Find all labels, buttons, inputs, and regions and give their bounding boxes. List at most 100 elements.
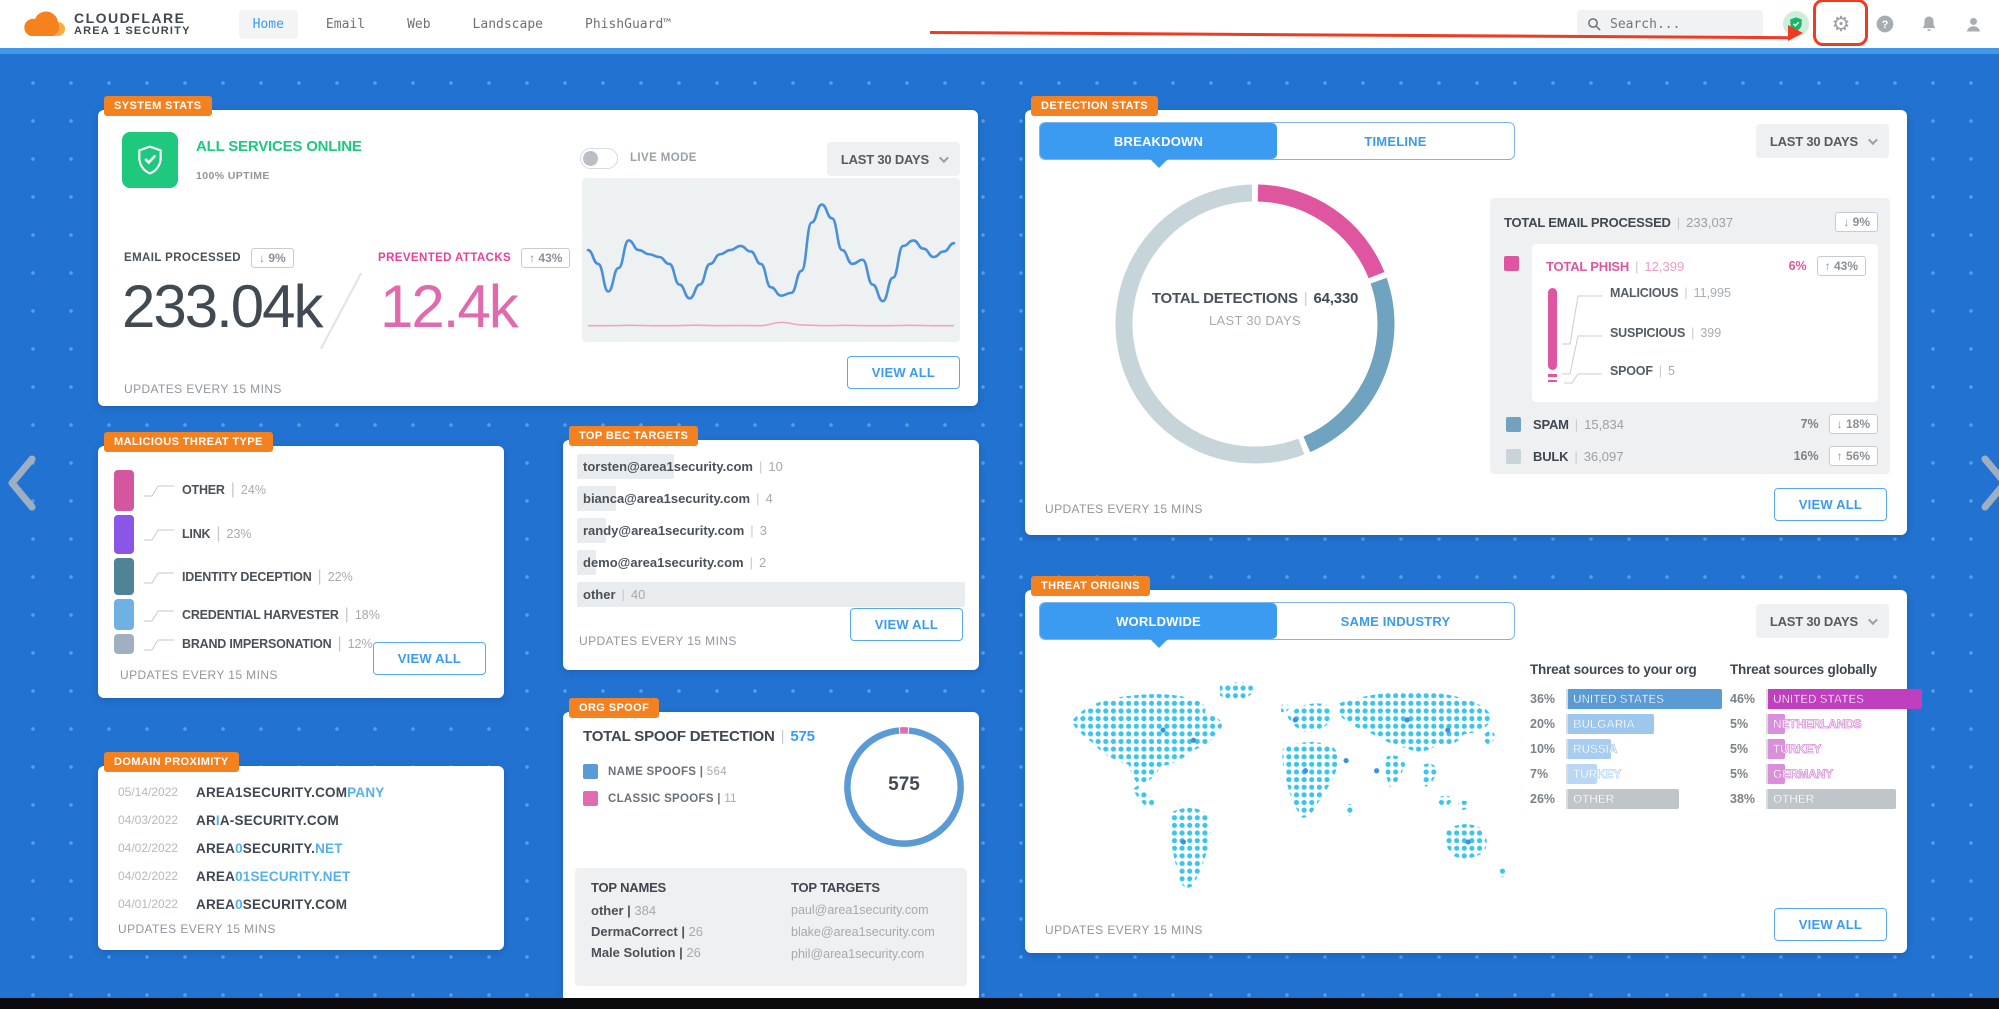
detection-tab-breakdown[interactable]: BREAKDOWN	[1040, 123, 1277, 168]
system-view-all-button[interactable]: VIEW ALL	[846, 356, 960, 389]
notifications-bell-icon[interactable]	[1917, 12, 1941, 36]
top-targets-list: paul@area1security.com blake@area1securit…	[791, 903, 935, 961]
system-range-dropdown[interactable]: LAST 30 DAYS	[826, 142, 960, 176]
origins-view-all-button[interactable]: VIEW ALL	[1773, 908, 1887, 941]
system-stats-card: ALL SERVICES ONLINE 100% UPTIME LIVE MOD…	[98, 110, 978, 406]
domain-row: 04/02/2022 AREA0SECURITY.NET	[118, 834, 488, 862]
range-label: LAST 30 DAYS	[840, 151, 929, 167]
domain-name: AREA1SECURITY.COMPANY	[196, 784, 385, 800]
bec-target-row: randy@area1security.com | 3	[577, 518, 965, 543]
legend-color-swatch	[583, 791, 598, 806]
threat-sources-global-column: Threat sources globally 46% UNITED STATES…	[1730, 662, 1922, 814]
spoof-legend: NAME SPOOFS | 564 CLASSIC SPOOFS | 11	[583, 764, 737, 818]
nav-item-landscape[interactable]: Landscape	[472, 16, 543, 32]
search-input[interactable]	[1610, 16, 1750, 32]
tag-top-bec-targets: TOP BEC TARGETS	[569, 426, 699, 446]
user-avatar-icon[interactable]	[1961, 12, 1985, 36]
nav-item-web[interactable]: Web	[407, 16, 431, 32]
settings-gear-icon[interactable]: ⚙	[1831, 12, 1851, 36]
total-email-row: TOTAL EMAIL PROCESSED | 233,037 ↓ 9%	[1504, 212, 1878, 232]
brand-line1: CLOUDFLARE	[74, 9, 186, 26]
detection-tab-timeline[interactable]: TIMELINE	[1364, 133, 1427, 149]
domain-date: 04/02/2022	[118, 869, 179, 883]
origins-range-dropdown[interactable]: LAST 30 DAYS	[1755, 604, 1889, 638]
brand-text: CLOUDFLARE AREA 1 SECURITY	[74, 11, 191, 37]
threat-type-row: LINK | 23%	[142, 524, 252, 544]
threat-type-bar-segment	[114, 514, 134, 554]
spoof-total: 575	[790, 728, 815, 745]
email-processed-badge: ↓ 9%	[250, 248, 294, 268]
nav-right: ⚙ ?	[1577, 0, 1985, 48]
range-label: LAST 30 DAYS	[1769, 613, 1858, 629]
threat-sources-global-title: Threat sources globally	[1730, 662, 1877, 677]
threat-source-row: 5% TURKEY	[1730, 739, 1922, 759]
carousel-right-chevron-icon[interactable]	[1979, 455, 1999, 511]
brand-logo[interactable]: CLOUDFLARE AREA 1 SECURITY	[22, 9, 191, 39]
live-mode-label: LIVE MODE	[630, 152, 697, 164]
spam-value: 15,834	[1584, 416, 1624, 432]
search-icon	[1588, 17, 1601, 31]
chevron-down-icon	[938, 152, 949, 163]
email-processed-value: 233.04k	[122, 273, 324, 340]
threat-type-view-all-button[interactable]: VIEW ALL	[372, 642, 486, 675]
prevented-attacks-label: PREVENTED ATTACKS	[378, 252, 512, 264]
domain-row: 04/03/2022 ARIA-SECURITY.COM	[118, 806, 488, 834]
origins-tab-worldwide[interactable]: WORLDWIDE	[1040, 603, 1277, 648]
chevron-down-icon	[1867, 134, 1878, 145]
uptime-label: 100% UPTIME	[196, 170, 270, 182]
cloudflare-cloud-icon	[24, 11, 65, 37]
top-name-row: other | 384	[591, 903, 657, 918]
domain-row: 05/14/2022 AREA1SECURITY.COMPANY	[118, 778, 488, 806]
detection-view-all-button[interactable]: VIEW ALL	[1773, 488, 1887, 521]
spoof-details-box: TOP NAMES other | 384 DermaCorrect | 26 Ma…	[575, 868, 967, 986]
domain-name: AREA0SECURITY.COM	[196, 896, 348, 912]
threat-type-bar-segment	[114, 633, 134, 655]
help-icon[interactable]: ?	[1873, 12, 1897, 36]
top-target-row: paul@area1security.com	[791, 903, 929, 917]
total-phish-row: TOTAL PHISH | 12,399 6% ↑ 43%	[1546, 256, 1866, 276]
toggle-knob	[583, 151, 598, 166]
spam-percent: 7%	[1800, 417, 1819, 431]
nav-item-email[interactable]: Email	[325, 16, 366, 32]
brand-line2: AREA 1 SECURITY	[74, 24, 191, 37]
spoof-donut-chart	[844, 727, 964, 847]
phish-block: TOTAL PHISH | 12,399 6% ↑ 43%	[1504, 244, 1878, 402]
threat-type-row: CREDENTIAL HARVESTER | 18%	[142, 605, 380, 625]
threat-sources-org-title: Threat sources to your org	[1530, 662, 1697, 677]
carousel-left-chevron-icon[interactable]	[4, 455, 38, 511]
threat-origins-tabs: WORLDWIDE SAME INDUSTRY	[1039, 602, 1515, 648]
bulk-value: 36,097	[1583, 448, 1624, 464]
bec-view-all-button[interactable]: VIEW ALL	[849, 608, 963, 641]
threat-type-row: IDENTITY DECEPTION | 22%	[142, 567, 353, 587]
detections-donut-chart	[1115, 184, 1395, 464]
domain-proximity-card: 05/14/2022 AREA1SECURITY.COMPANY 04/03/202…	[98, 766, 504, 950]
bec-target-list: torsten@area1security.com | 10 bianca@area1…	[577, 454, 965, 614]
top-bec-targets-card: torsten@area1security.com | 10 bianca@area1…	[563, 440, 979, 670]
detection-range-dropdown[interactable]: LAST 30 DAYS	[1755, 124, 1889, 158]
threat-source-row: 46% UNITED STATES	[1730, 689, 1922, 709]
bulk-row: BULK | 36,097 16% ↑ 56%	[1504, 446, 1878, 466]
spoof-legend-item: NAME SPOOFS | 564	[583, 764, 737, 779]
spoof-donut-center-value: 575	[888, 774, 920, 795]
search-box[interactable]	[1577, 10, 1763, 38]
live-mode-toggle[interactable]	[580, 148, 618, 169]
domain-updates-note: UPDATES EVERY 15 MINS	[118, 922, 276, 936]
top-nav: CLOUDFLARE AREA 1 SECURITY Home Email Web L…	[0, 0, 1999, 48]
nav-item-home[interactable]: Home	[238, 9, 298, 39]
origins-tab-sameindustry[interactable]: SAME INDUSTRY	[1340, 613, 1451, 629]
org-spoof-card: TOTAL SPOOF DETECTION | 575 NAME SPOOFS | …	[563, 712, 979, 1002]
phish-sub-row: MALICIOUS | 11,995	[1610, 286, 1731, 300]
phish-sub-row: SUSPICIOUS | 399	[1610, 326, 1722, 340]
detection-updates-note: UPDATES EVERY 15 MINS	[1045, 502, 1203, 516]
world-map-dotted	[1041, 668, 1519, 909]
threat-source-row: 36% UNITED STATES	[1530, 689, 1722, 709]
threat-source-row: 5% NETHERLANDS	[1730, 714, 1922, 734]
phish-color-swatch	[1504, 256, 1519, 271]
nav-item-phishguard[interactable]: PhishGuard™	[585, 16, 672, 32]
traffic-sparkline-chart	[582, 178, 960, 342]
bulk-badge: ↑ 56%	[1828, 446, 1878, 466]
top-names-title: TOP NAMES	[591, 880, 667, 895]
top-targets-title: TOP TARGETS	[791, 880, 880, 895]
threat-origins-card: WORLDWIDE SAME INDUSTRY LAST 30 DAYS	[1025, 590, 1922, 953]
prevented-attacks-header: PREVENTED ATTACKS ↑ 43%	[378, 248, 571, 268]
